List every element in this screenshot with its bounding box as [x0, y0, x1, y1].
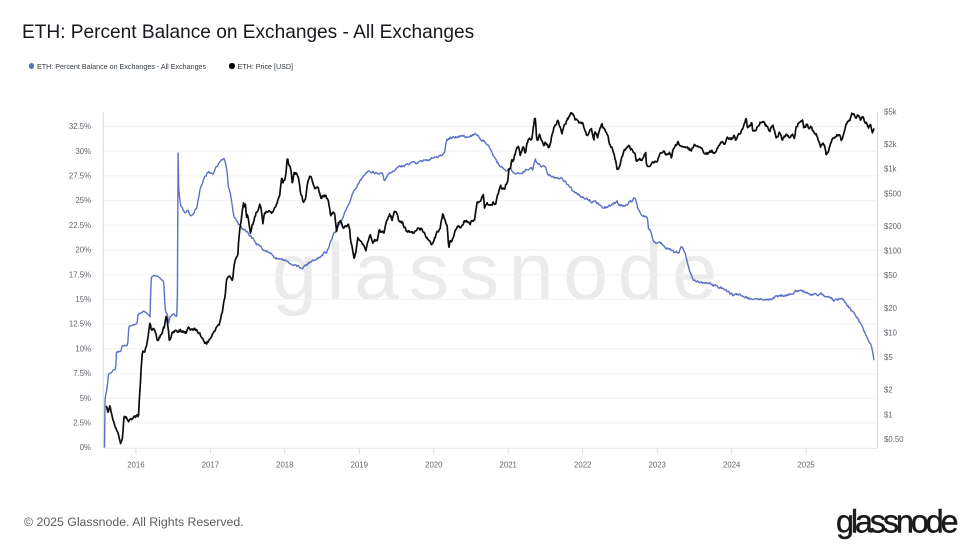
svg-text:$100: $100	[884, 247, 902, 256]
svg-text:2016: 2016	[127, 461, 144, 470]
svg-text:$1k: $1k	[884, 165, 897, 174]
svg-text:glassnode: glassnode	[272, 227, 727, 317]
svg-text:10%: 10%	[75, 344, 91, 353]
svg-text:glassnode: glassnode	[836, 504, 957, 540]
svg-text:17.5%: 17.5%	[69, 270, 91, 279]
svg-text:5%: 5%	[80, 394, 91, 403]
svg-text:20%: 20%	[75, 246, 91, 255]
svg-text:$20: $20	[884, 304, 898, 313]
svg-text:22.5%: 22.5%	[69, 221, 91, 230]
svg-text:0%: 0%	[80, 443, 91, 452]
svg-text:$2k: $2k	[884, 140, 897, 149]
svg-text:2024: 2024	[723, 461, 741, 470]
svg-text:$5k: $5k	[884, 107, 897, 116]
svg-text:2.5%: 2.5%	[73, 419, 91, 428]
svg-text:15%: 15%	[75, 295, 91, 304]
svg-text:2022: 2022	[574, 461, 591, 470]
svg-text:$0.50: $0.50	[884, 435, 904, 444]
svg-text:$5: $5	[884, 353, 893, 362]
svg-text:$10: $10	[884, 329, 898, 338]
svg-text:2017: 2017	[202, 461, 219, 470]
svg-text:32.5%: 32.5%	[69, 122, 91, 131]
svg-text:2021: 2021	[500, 461, 517, 470]
svg-text:2025: 2025	[797, 461, 815, 470]
svg-text:27.5%: 27.5%	[69, 172, 91, 181]
svg-text:$50: $50	[884, 271, 898, 280]
svg-text:2020: 2020	[425, 461, 443, 470]
svg-text:25%: 25%	[75, 196, 91, 205]
svg-text:30%: 30%	[75, 147, 91, 156]
svg-text:$200: $200	[884, 222, 902, 231]
svg-text:12.5%: 12.5%	[69, 320, 91, 329]
svg-text:2019: 2019	[351, 461, 368, 470]
svg-text:$1: $1	[884, 410, 893, 419]
svg-text:2023: 2023	[649, 461, 666, 470]
svg-text:2018: 2018	[276, 461, 293, 470]
svg-text:7.5%: 7.5%	[73, 369, 91, 378]
svg-text:$2: $2	[884, 386, 893, 395]
svg-text:$500: $500	[884, 189, 902, 198]
